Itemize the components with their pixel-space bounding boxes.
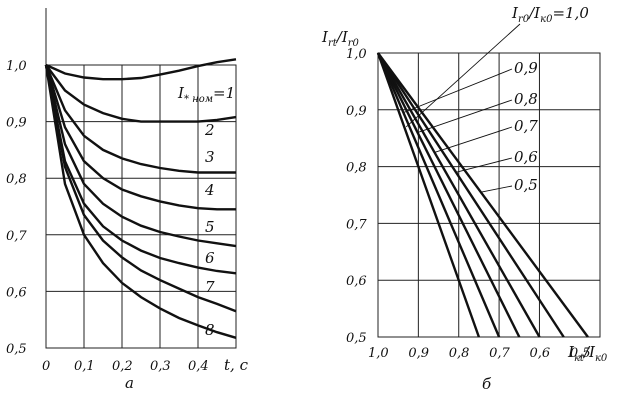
chart-b-x-tick-1: 0,9 [408, 346, 429, 361]
chart-b-series-labels: 0,9 0,8 0,7 0,6 0,5 [514, 59, 538, 194]
chart-a-panel-label: а [125, 374, 134, 392]
chart-a-curve-label-3: 3 [205, 148, 215, 166]
chart-b-y-tick-2: 0,8 [346, 161, 367, 176]
chart-a-gridlines [46, 65, 236, 348]
chart-a-x-tick-1: 0,1 [74, 359, 95, 374]
chart-a-x-tick-labels: 0 0,1 0,2 0,3 0,4 [42, 359, 209, 374]
chart-b-series-1-0 [376, 52, 481, 338]
chart-b-series-0-5 [377, 52, 589, 338]
chart-b-x-tick-4: 0,6 [529, 346, 550, 361]
chart-a-y-tick-3: 0,7 [6, 229, 27, 244]
chart-b-leader-5 [480, 185, 513, 193]
chart-b-leader-1 [403, 68, 513, 114]
chart-b-x-tick-5: 0,5 [570, 346, 591, 361]
chart-b-series-label-1: 0,9 [514, 59, 538, 77]
chart-a-series-7 [44, 64, 237, 313]
chart-a-curve-label-8: 8 [205, 321, 215, 339]
chart-a-series-5 [44, 64, 237, 248]
chart-b-frame [377, 52, 601, 338]
chart-a-y-tick-1: 0,9 [6, 116, 27, 131]
chart-b-series-0-9 [376, 52, 501, 338]
chart-a-series-1 [45, 58, 237, 81]
chart-b-parameter-label: Ir0/Iк0=1,0 [511, 4, 589, 25]
chart-b-series-label-2: 0,8 [514, 90, 538, 108]
chart-a-series-6 [44, 64, 237, 275]
chart-a-series-3 [44, 64, 236, 174]
chart-a-curve-label-2: 2 [204, 121, 215, 139]
chart-a-x-tick-3: 0,3 [150, 359, 171, 374]
chart-b: 1,0 0,9 0,8 0,7 0,6 0,5 1,0 0,9 0,8 0,7 0,6 0,5 0,… [321, 4, 608, 393]
chart-a-x-tick-4: 0,4 [188, 359, 209, 374]
chart-b-y-tick-0: 1,0 [346, 47, 367, 62]
chart-a: 1,0 0,9 0,8 0,7 0,6 0,5 0 0,1 0,2 0,3 0,4 2 3 4 5 6 7 8… [6, 8, 249, 392]
chart-b-series-0-7 [376, 52, 541, 338]
chart-a-curve-label-7: 7 [205, 278, 215, 296]
chart-a-curve-label-6: 6 [205, 249, 215, 267]
chart-a-y-tick-0: 1,0 [6, 59, 27, 74]
chart-a-y-tick-4: 0,6 [6, 285, 27, 300]
chart-b-series-label-3: 0,7 [514, 117, 538, 135]
chart-a-series-4 [44, 64, 236, 211]
chart-b-y-tick-labels: 1,0 0,9 0,8 0,7 0,6 0,5 [346, 47, 367, 346]
chart-a-y-tick-2: 0,8 [6, 172, 27, 187]
chart-a-x-tick-2: 0,2 [112, 359, 133, 374]
chart-a-y-tick-labels: 1,0 0,9 0,8 0,7 0,6 0,5 [6, 59, 27, 357]
chart-b-curves [376, 52, 589, 338]
chart-b-gridlines [378, 53, 600, 337]
chart-a-x-tick-0: 0 [42, 359, 50, 374]
chart-b-x-tick-0: 1,0 [368, 346, 389, 361]
chart-a-y-tick-5: 0,5 [6, 342, 27, 357]
chart-a-x-axis-label: t, c [224, 356, 249, 374]
chart-a-series-2 [45, 64, 237, 123]
chart-b-series-label-5: 0,5 [514, 176, 538, 194]
chart-b-leader-0 [405, 23, 521, 128]
chart-b-x-axis-label: Iкt/Iк0 [567, 343, 608, 364]
chart-a-curve-label-1: I* ном=1 [177, 84, 235, 105]
chart-b-label-leaders [403, 23, 521, 193]
chart-b-y-tick-3: 0,7 [346, 217, 367, 232]
chart-b-panel-label: б [482, 375, 492, 393]
chart-a-curve-label-4: 4 [204, 181, 215, 199]
chart-b-y-axis-label: Irt/Ir0 [321, 28, 360, 49]
chart-a-curve-labels: 2 3 4 5 6 7 8 [204, 121, 215, 339]
chart-b-y-tick-5: 0,5 [346, 331, 367, 346]
chart-b-leader-2 [417, 99, 513, 133]
chart-a-series-8 [44, 64, 237, 339]
chart-b-y-tick-1: 0,9 [346, 104, 367, 119]
chart-a-curve-label-5: 5 [205, 218, 215, 236]
chart-b-x-tick-3: 0,7 [489, 346, 510, 361]
chart-b-leader-4 [455, 157, 513, 173]
chart-b-series-0-6 [376, 52, 565, 338]
chart-a-frame [45, 64, 237, 349]
chart-a-curves [44, 58, 237, 339]
chart-b-leader-3 [434, 126, 513, 153]
chart-b-y-tick-4: 0,6 [346, 274, 367, 289]
chart-b-x-tick-labels: 1,0 0,9 0,8 0,7 0,6 0,5 [368, 346, 591, 361]
chart-b-x-tick-2: 0,8 [449, 346, 470, 361]
chart-b-series-0-8 [376, 52, 521, 338]
chart-b-series-label-4: 0,6 [514, 148, 538, 166]
